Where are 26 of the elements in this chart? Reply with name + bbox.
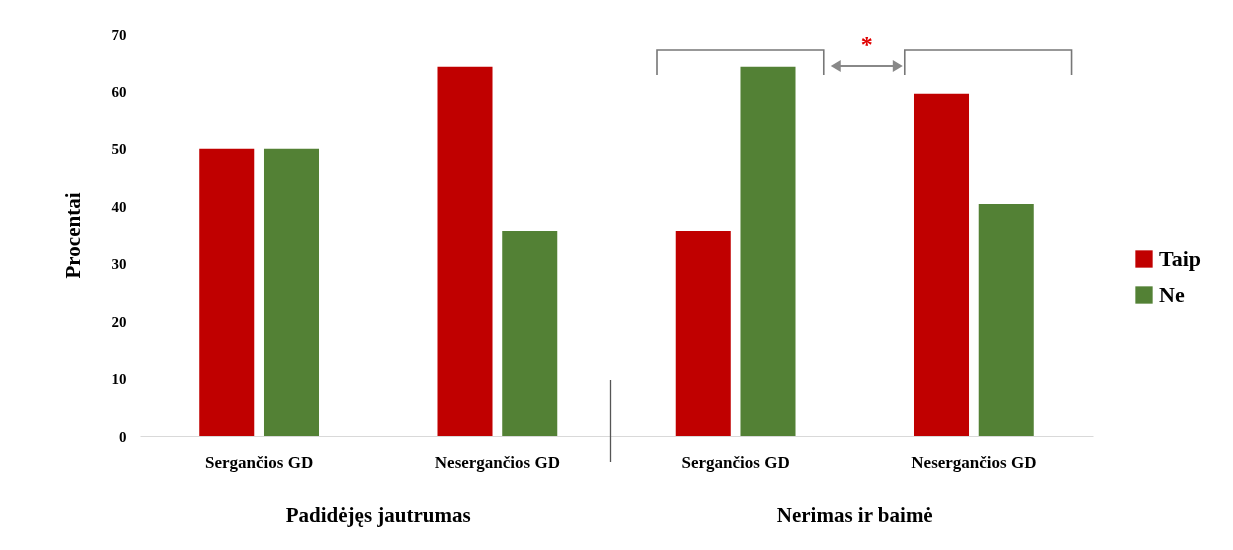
y-tick-label: 0 xyxy=(119,428,127,445)
annotation: * xyxy=(860,31,873,57)
bar xyxy=(502,230,558,436)
bar xyxy=(437,66,493,436)
y-tick-label: 50 xyxy=(111,141,127,158)
x-tick-label: Sergančios GD xyxy=(205,452,314,472)
y-tick-label: 70 xyxy=(111,26,127,43)
bar xyxy=(913,93,970,436)
bar xyxy=(263,148,320,436)
y-tick-label: 40 xyxy=(111,198,127,215)
bar xyxy=(199,148,255,436)
y-tick-label: 30 xyxy=(111,256,127,273)
y-tick-label: 20 xyxy=(111,313,127,330)
y-axis-title: Procentai xyxy=(60,192,85,279)
legend-label: Taip xyxy=(1159,246,1202,271)
y-tick-label: 60 xyxy=(111,83,127,100)
x-tick-label: Nesergančios GD xyxy=(911,452,1037,472)
text: Padidėjęs jautrumas xyxy=(285,503,471,527)
legend-label: Ne xyxy=(1159,282,1185,307)
bar xyxy=(675,230,731,436)
y-tick-label: 10 xyxy=(111,371,127,388)
bar xyxy=(978,203,1034,436)
x-tick-label: Sergančios GD xyxy=(681,452,790,472)
text: Nerimas ir baimė xyxy=(776,503,933,527)
x-tick-label: Nesergančios GD xyxy=(434,452,560,472)
bar xyxy=(740,66,796,436)
